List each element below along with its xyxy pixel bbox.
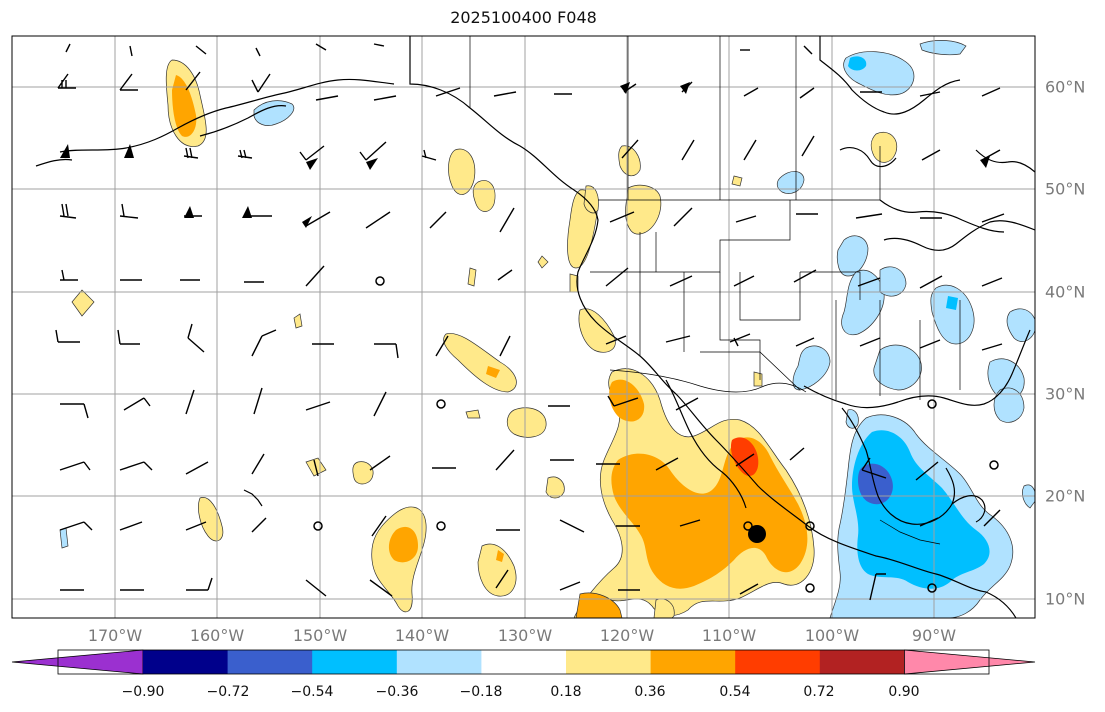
lat-label-40n: 40°N <box>1045 282 1086 302</box>
colorbar-segment <box>312 650 398 674</box>
shaded-field <box>59 40 1035 618</box>
lon-label-120w: 120°W <box>599 626 655 645</box>
colorbar-tick: 0.54 <box>719 684 751 700</box>
colorbar-tick: 0.90 <box>888 684 920 700</box>
colorbar-segment <box>396 650 482 674</box>
colorbar-tick: −0.18 <box>459 684 503 700</box>
map-frame <box>11 35 1036 619</box>
lon-label-100w: 100°W <box>804 626 860 645</box>
wind-barbs <box>55 43 1005 601</box>
coastlines <box>35 36 1035 618</box>
colorbar-segment <box>481 650 567 674</box>
lon-label-170w: 170°W <box>87 626 143 645</box>
lon-label-150w: 150°W <box>292 626 348 645</box>
lat-label-20n: 20°N <box>1045 486 1086 506</box>
lat-label-60n: 60°N <box>1045 77 1086 97</box>
lon-label-110w: 110°W <box>701 626 757 645</box>
colorbar-tick: 0.18 <box>550 684 582 700</box>
colorbar-tick: 0.72 <box>803 684 835 700</box>
colorbar-segment <box>143 650 229 674</box>
barb-pennants <box>60 82 990 228</box>
lat-lon-grid <box>12 36 1035 618</box>
colorbar-tick: 0.36 <box>634 684 666 700</box>
colorbar-tick: −0.90 <box>121 684 165 700</box>
colorbar-extend-low <box>11 649 144 675</box>
political-borders <box>409 36 961 545</box>
colorbar-segment <box>227 650 313 674</box>
lon-label-90w: 90°W <box>911 626 957 645</box>
colorbar-segment <box>566 650 652 674</box>
colorbar-extend-high <box>904 649 1036 675</box>
lon-label-160w: 160°W <box>189 626 245 645</box>
map-title: 2025100400 F048 <box>450 8 597 27</box>
colorbar-tick: −0.54 <box>290 684 334 700</box>
colorbar-tick: −0.36 <box>375 684 419 700</box>
colorbar-segment <box>650 650 736 674</box>
lon-label-140w: 140°W <box>394 626 450 645</box>
lat-label-10n: 10°N <box>1045 589 1086 609</box>
filled-black-dot-marker <box>748 525 766 543</box>
lon-label-130w: 130°W <box>497 626 553 645</box>
colorbar <box>11 649 1036 675</box>
lat-label-50n: 50°N <box>1045 179 1086 199</box>
lat-label-30n: 30°N <box>1045 384 1086 404</box>
map-panel <box>12 36 1035 618</box>
colorbar-segment <box>819 650 905 674</box>
colorbar-tick: −0.72 <box>206 684 250 700</box>
colorbar-segment <box>735 650 821 674</box>
calm-circles <box>313 276 999 593</box>
